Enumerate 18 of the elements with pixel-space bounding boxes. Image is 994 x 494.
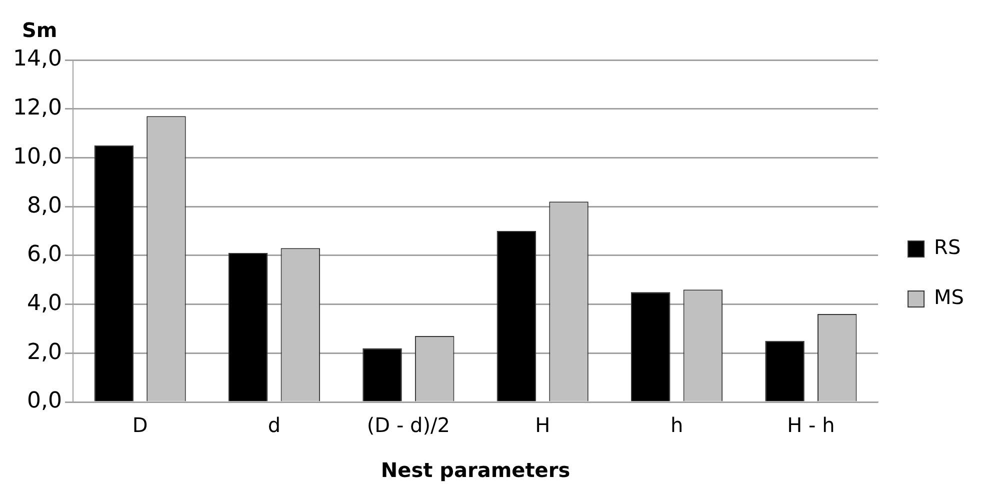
x-tick-label: d (268, 413, 281, 438)
legend-label: RS (934, 235, 961, 260)
y-tick-label: 10,0 (13, 144, 62, 170)
legend-label: MS (934, 285, 964, 310)
y-tick-label: 4,0 (26, 291, 62, 316)
y-tick-label: 2,0 (26, 340, 62, 365)
y-tick-label: 12,0 (13, 96, 62, 121)
x-tick-label: h (670, 413, 684, 438)
y-axis-title: Sm (22, 18, 58, 42)
x-tick-label: H - h (787, 413, 835, 438)
x-tick-label: (D - d)/2 (366, 413, 450, 438)
x-axis-title: Nest parameters (380, 458, 570, 482)
y-tick-label: 8,0 (26, 193, 62, 218)
x-tick-label: H (535, 413, 550, 438)
x-tick-label: D (132, 413, 148, 438)
y-tick-label: 14,0 (13, 46, 62, 72)
y-tick-label: 0,0 (26, 388, 62, 414)
y-tick-label: 6,0 (26, 242, 62, 268)
